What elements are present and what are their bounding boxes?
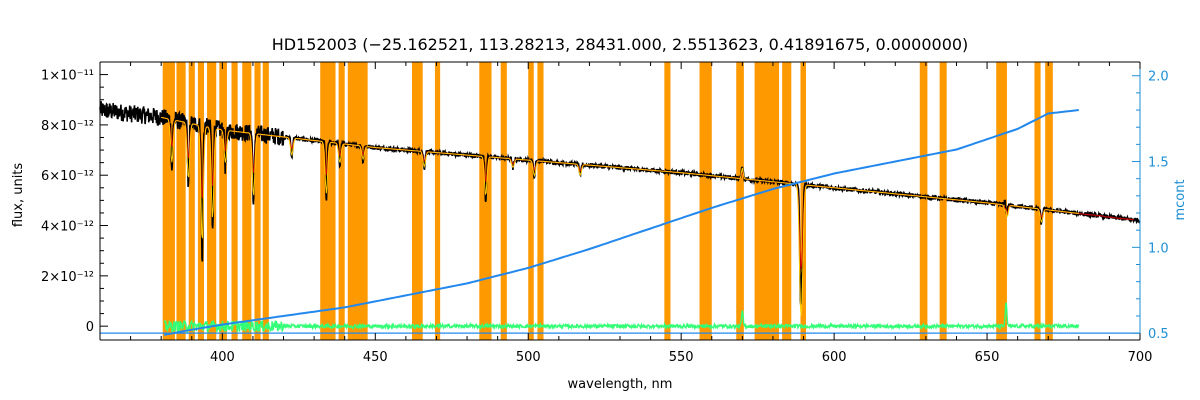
x-tick-label: 600 [822,350,847,365]
y-tick-label: 0 [86,320,94,335]
masked-region-13 [412,62,423,340]
masked-region-7 [242,62,252,340]
masked-region-26 [939,62,947,340]
y-tick-label: 8×10⁻¹² [41,119,94,134]
masked-region-25 [919,62,928,340]
y-tick-label: 1×10⁻¹¹ [41,69,94,84]
x-tick-label: 400 [210,350,235,365]
masked-regions [162,62,1053,340]
masked-region-23 [782,62,792,340]
y2-tick-label: 2.0 [1148,70,1169,85]
x-tick-label: 500 [516,350,541,365]
mcont-line [164,109,1079,336]
series-layer [99,101,1141,336]
masked-region-14 [434,62,441,340]
masked-region-1 [176,62,186,340]
masked-region-28 [1034,62,1041,340]
y2-axis-title: mcont [1173,179,1188,220]
y-axis-title: flux, units [11,163,26,228]
x-tick-label: 650 [975,350,1000,365]
masked-region-10 [320,62,336,340]
masked-region-6 [231,62,238,340]
y2-tick-label: 0.5 [1148,327,1169,342]
x-axis-title: wavelength, nm [568,377,673,392]
masked-region-8 [254,62,261,340]
x-tick-label: 700 [1128,350,1153,365]
residual-line [163,302,1080,335]
y-tick-label: 2×10⁻¹² [41,270,94,285]
y-tick-label: 4×10⁻¹² [41,220,94,235]
masked-region-2 [188,62,195,340]
y2-tick-label: 1.5 [1148,156,1169,171]
masked-region-18 [537,62,544,340]
axes: 400 450 500 550 600 650 700 0 2×10⁻¹² 4×10⁻¹² 6×10… [41,61,1169,365]
masked-region-19 [664,62,671,340]
masked-region-5 [219,62,227,340]
masked-region-22 [754,62,780,340]
masked-region-0 [162,62,175,340]
masked-region-11 [338,62,345,340]
masked-region-17 [528,62,534,340]
masked-region-9 [262,62,269,340]
masked-region-27 [996,62,1007,340]
masked-region-16 [500,62,507,340]
y-tick-label: 6×10⁻¹² [41,169,94,184]
synthetic-flux-line [161,116,1079,316]
observed-flux-line [99,101,1141,305]
chart-title: HD152003 (−25.162521, 113.28213, 28431.0… [272,35,969,54]
x-tick-label: 550 [669,350,694,365]
masked-region-12 [347,62,368,340]
masked-region-21 [736,62,744,340]
x-tick-label: 450 [363,350,388,365]
masked-region-20 [699,62,712,340]
masked-region-29 [1045,62,1053,340]
y2-tick-label: 1.0 [1148,241,1169,256]
